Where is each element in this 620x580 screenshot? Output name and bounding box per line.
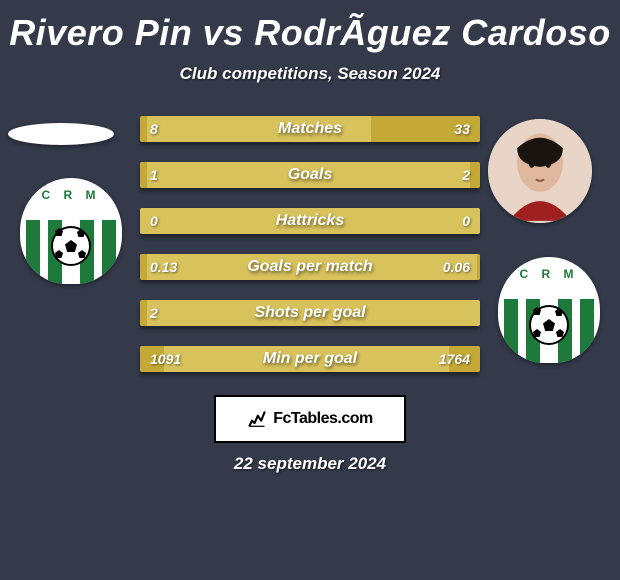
stat-value-left: 1 bbox=[140, 162, 168, 188]
stat-row: 0.13 0.06Goals per match bbox=[140, 254, 480, 280]
stat-row: 2Shots per goal bbox=[140, 300, 480, 326]
stat-row: 833Matches bbox=[140, 116, 480, 142]
subtitle: Club competitions, Season 2024 bbox=[0, 64, 620, 84]
stat-value-right: 2 bbox=[452, 162, 480, 188]
stat-label: Hattricks bbox=[140, 208, 480, 234]
page-title: Rivero Pin vs RodrÃ­guez Cardoso bbox=[0, 0, 620, 54]
badge-text: FcTables.com bbox=[273, 410, 373, 428]
stat-value-right: 33 bbox=[444, 116, 480, 142]
club-left-logo: C R M bbox=[20, 178, 122, 284]
stat-row: 0 0Hattricks bbox=[140, 208, 480, 234]
player-left-avatar bbox=[8, 123, 114, 145]
stat-value-left: 8 bbox=[140, 116, 168, 142]
stat-value-left: 1091 bbox=[140, 346, 191, 372]
stat-row: 1 2Goals bbox=[140, 162, 480, 188]
stat-label: Goals bbox=[140, 162, 480, 188]
source-badge: FcTables.com bbox=[214, 395, 406, 443]
stat-value-right: 0 bbox=[452, 208, 480, 234]
bars-icon bbox=[247, 409, 267, 429]
club-logo-text: C R M bbox=[498, 267, 600, 281]
stat-value-right: 0.06 bbox=[433, 254, 480, 280]
stat-value-right bbox=[460, 300, 480, 326]
player-right-avatar bbox=[488, 119, 592, 223]
stat-value-left: 0.13 bbox=[140, 254, 187, 280]
stat-label: Shots per goal bbox=[140, 300, 480, 326]
stat-value-right: 1764 bbox=[429, 346, 480, 372]
club-logo-text: C R M bbox=[20, 188, 122, 202]
date-text: 22 september 2024 bbox=[0, 454, 620, 474]
stat-bars: 833Matches12Goals00Hattricks0.130.06Goal… bbox=[140, 116, 480, 392]
soccer-ball-icon bbox=[51, 226, 91, 266]
face-icon bbox=[488, 119, 592, 223]
stat-value-left: 0 bbox=[140, 208, 168, 234]
stat-label: Goals per match bbox=[140, 254, 480, 280]
stat-value-left: 2 bbox=[140, 300, 168, 326]
soccer-ball-icon bbox=[529, 305, 569, 345]
club-right-logo: C R M bbox=[498, 257, 600, 363]
stat-row: 10911764Min per goal bbox=[140, 346, 480, 372]
